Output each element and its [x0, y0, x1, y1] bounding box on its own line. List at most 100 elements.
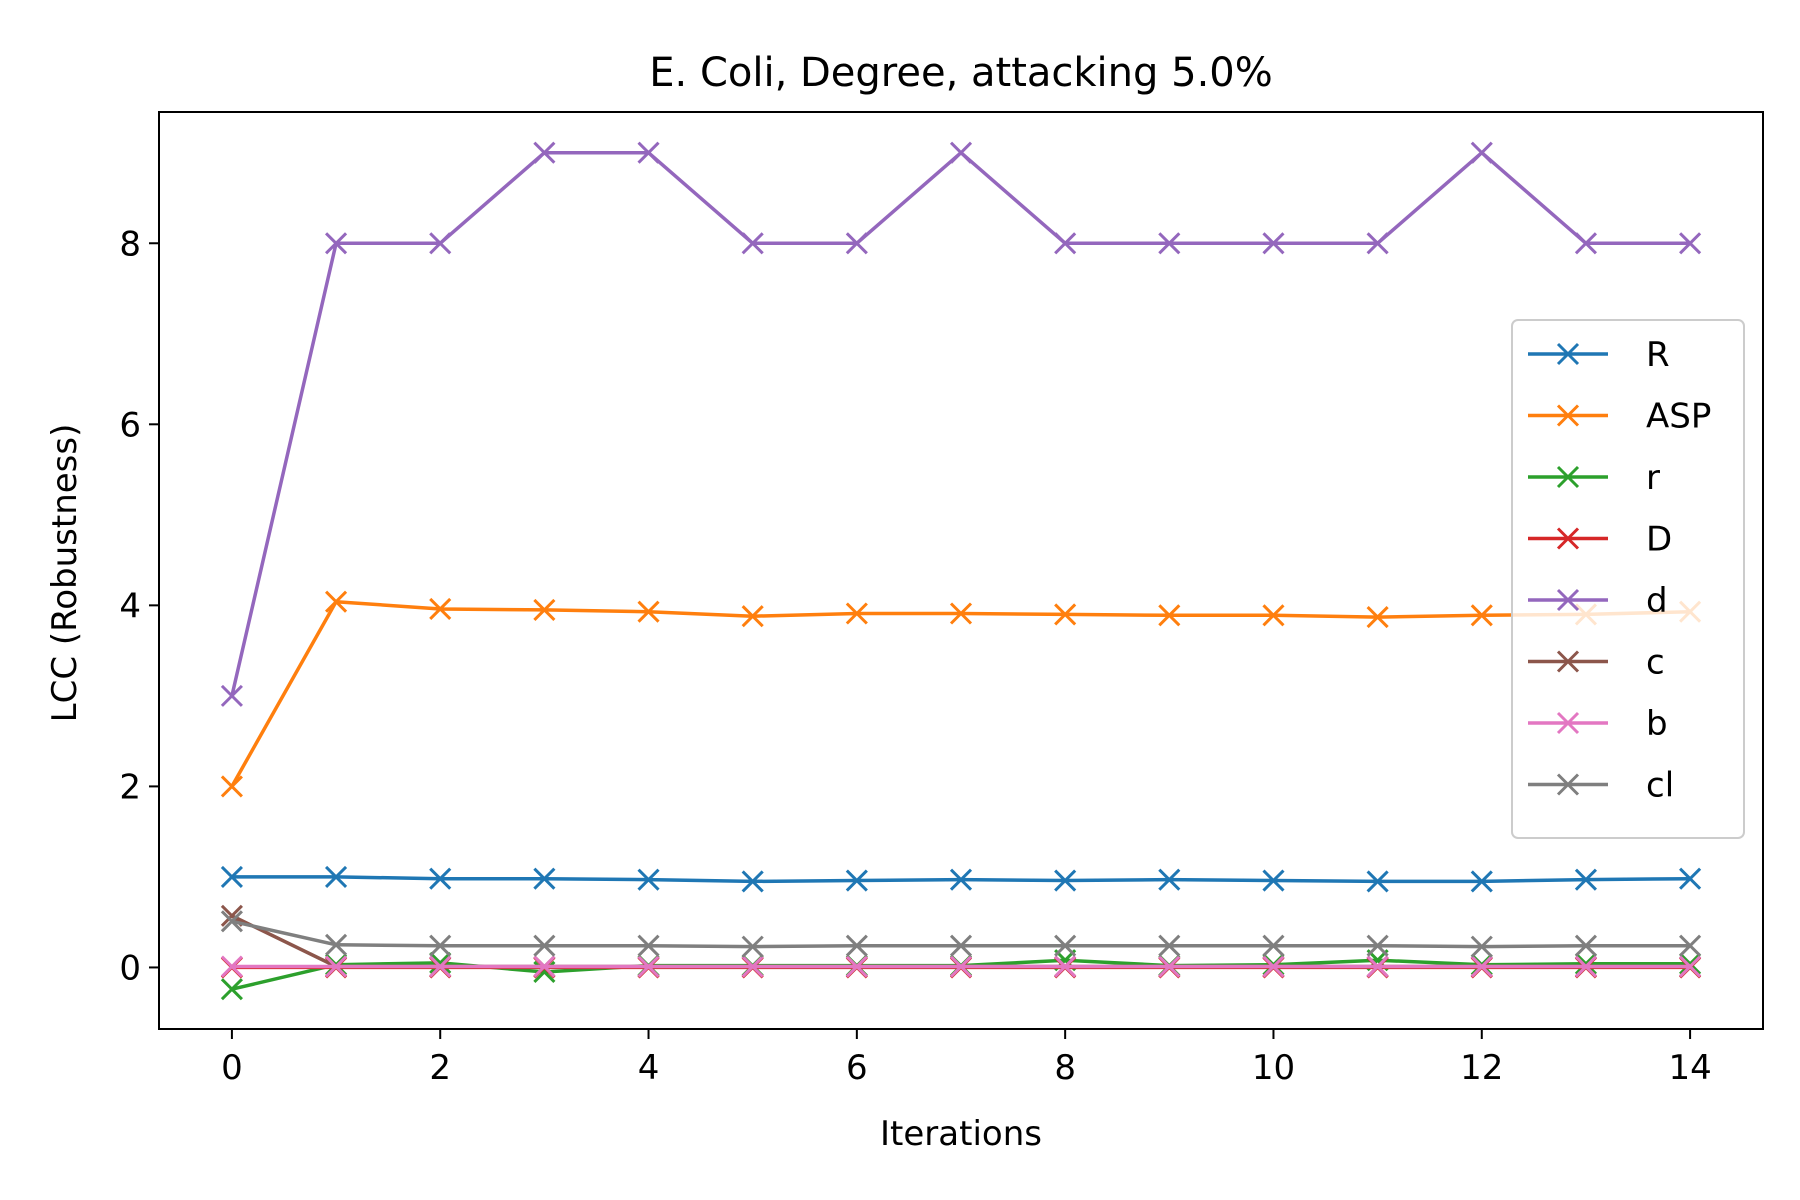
- legend-entry-d-3: D: [1528, 520, 1672, 560]
- data-point-b-6-11: [1366, 955, 1389, 978]
- data-point-d-4-11: [1366, 232, 1389, 255]
- y-axis-label: LCC (Robustness): [45, 424, 85, 723]
- data-point-cl-7-12: [1470, 935, 1493, 958]
- data-point-asp-1-10: [1262, 604, 1285, 627]
- data-point-d-4-12: [1470, 141, 1493, 164]
- data-point-b-6-8: [1054, 955, 1077, 978]
- legend-marker: [1556, 773, 1580, 796]
- x-tick-label: 10: [1252, 1048, 1295, 1088]
- legend-label: cl: [1646, 766, 1674, 806]
- data-point-r-0-5: [741, 870, 764, 893]
- legend-entry-asp-1: ASP: [1528, 397, 1711, 437]
- x-tick-label: 12: [1460, 1048, 1503, 1088]
- legend-entry-cl-7: cl: [1528, 766, 1674, 806]
- x-axis-label: Iterations: [880, 1114, 1042, 1154]
- data-point-b-6-5: [741, 955, 764, 978]
- data-point-asp-1-1: [325, 590, 348, 613]
- data-point-r-0-9: [1158, 868, 1181, 891]
- legend-marker: [1556, 650, 1580, 673]
- data-point-cl-7-10: [1262, 934, 1285, 957]
- y-tick-label: 6: [119, 405, 141, 445]
- legend-marker: [1556, 404, 1580, 427]
- data-point-r-0-13: [1574, 868, 1597, 891]
- data-point-r-0-0: [220, 865, 243, 888]
- data-point-r-0-1: [325, 865, 348, 888]
- y-tick-label: 8: [119, 224, 141, 264]
- data-point-b-6-6: [845, 955, 868, 978]
- data-point-asp-1-7: [949, 602, 973, 625]
- data-point-d-4-4: [637, 141, 660, 164]
- data-point-cl-7-9: [1158, 934, 1181, 957]
- data-point-r-0-10: [1262, 869, 1285, 892]
- data-point-d-4-2: [429, 232, 452, 255]
- series-layer: [220, 141, 1702, 1001]
- data-point-b-6-12: [1470, 955, 1493, 978]
- data-point-asp-1-6: [845, 602, 868, 625]
- legend-marker: [1556, 342, 1580, 366]
- data-point-r-2-14: [1679, 952, 1702, 975]
- legend-label: r: [1646, 458, 1660, 498]
- data-point-b-6-13: [1574, 955, 1597, 978]
- data-point-r-0-3: [533, 867, 556, 890]
- data-point-cl-7-1: [325, 933, 348, 956]
- legend-marker: [1556, 588, 1580, 612]
- data-point-cl-7-2: [429, 934, 452, 957]
- legend-marker: [1556, 527, 1580, 550]
- data-point-asp-1-3: [533, 598, 556, 621]
- data-point-d-4-10: [1262, 232, 1285, 255]
- data-point-asp-1-9: [1158, 604, 1181, 627]
- data-point-b-6-14: [1679, 955, 1702, 978]
- legend-label: b: [1646, 704, 1668, 744]
- data-point-asp-1-2: [429, 597, 452, 621]
- legend-marker: [1556, 465, 1580, 489]
- plot-content: [220, 141, 1702, 1001]
- data-point-asp-1-12: [1470, 604, 1493, 627]
- data-point-r-0-8: [1054, 869, 1077, 892]
- legend-label: ASP: [1646, 397, 1711, 437]
- data-point-d-4-8: [1054, 232, 1077, 255]
- data-point-b-6-7: [949, 955, 973, 978]
- x-tick-label: 14: [1668, 1048, 1711, 1088]
- data-point-r-0-4: [637, 868, 660, 891]
- data-point-cl-7-14: [1679, 934, 1702, 957]
- data-point-d-4-5: [741, 232, 764, 255]
- x-tick-label: 4: [638, 1048, 660, 1088]
- legend-label: c: [1646, 643, 1665, 683]
- data-point-d-4-7: [949, 141, 973, 164]
- data-point-r-2-0: [220, 978, 243, 1001]
- data-point-cl-7-4: [637, 934, 660, 957]
- legend-entry-d-4: d: [1528, 581, 1668, 621]
- data-point-b-6-3: [533, 955, 556, 978]
- data-point-d-4-0: [220, 684, 243, 707]
- data-point-r-0-7: [949, 868, 973, 891]
- data-point-asp-1-4: [637, 600, 660, 623]
- data-point-cl-7-11: [1366, 934, 1389, 957]
- data-point-b-6-4: [637, 955, 660, 978]
- data-point-b-6-9: [1158, 955, 1181, 978]
- legend-label: R: [1646, 335, 1670, 375]
- data-point-asp-1-5: [741, 605, 764, 628]
- data-point-asp-1-11: [1366, 606, 1389, 629]
- y-tick-label: 4: [119, 586, 141, 626]
- x-tick-label: 6: [846, 1048, 868, 1088]
- data-point-b-6-0: [220, 955, 243, 978]
- data-point-r-0-11: [1366, 870, 1389, 893]
- data-point-r-2-2: [429, 951, 452, 974]
- legend-box: [1511, 319, 1745, 839]
- x-tick-label: 0: [221, 1048, 243, 1088]
- y-tick-label: 2: [119, 767, 141, 807]
- chart-title: E. Coli, Degree, attacking 5.0%: [649, 50, 1273, 96]
- legend-marker: [1556, 711, 1580, 735]
- legend-entry-c-5: c: [1528, 643, 1665, 683]
- legend-label: d: [1646, 581, 1668, 621]
- data-point-b-6-2: [429, 955, 452, 978]
- data-point-cl-7-3: [533, 934, 556, 957]
- data-point-cl-7-8: [1054, 934, 1077, 957]
- x-tick-label: 2: [429, 1048, 451, 1088]
- plot-frame: [158, 111, 1764, 1030]
- axes: 0 2 4 6 8 10 12 14 0 2 4 6 8: [119, 111, 1764, 1088]
- data-point-b-6-1: [325, 955, 348, 978]
- data-point-d-4-9: [1158, 232, 1181, 255]
